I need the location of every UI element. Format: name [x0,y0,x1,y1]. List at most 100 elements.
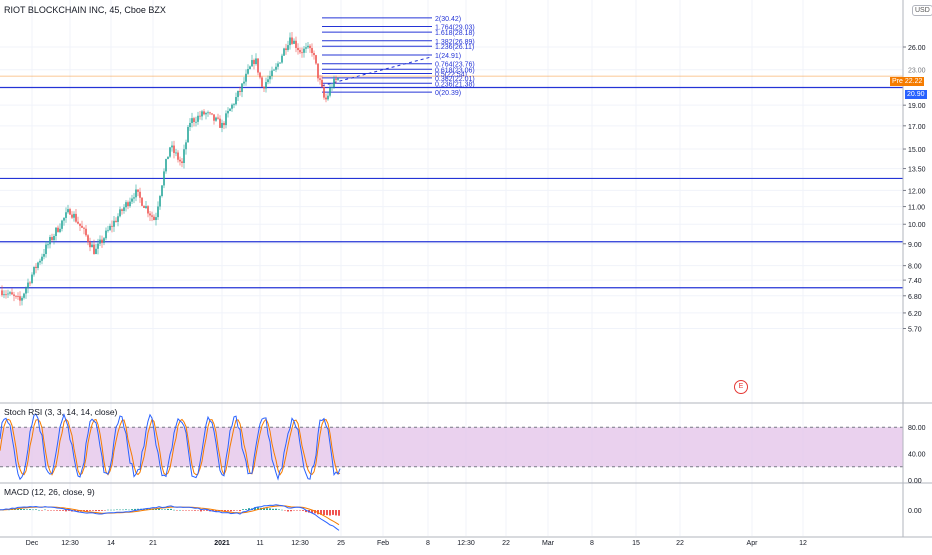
candle-body [29,282,31,284]
macd-histogram-bar [338,510,340,516]
price-axis-label: 17.00 [908,124,926,131]
macd-histogram-bar [122,509,124,511]
earnings-marker[interactable]: E [734,380,748,394]
price-axis[interactable]: 26.00 19.00 17.00 15.00 13.50 12.00 11.00 10.00… [903,45,926,515]
macd-histogram-bar [188,510,190,511]
candle-body [49,237,51,245]
stoch-rsi-lines [0,413,341,481]
macd-histogram-bar [59,510,61,511]
time-axis-label: 21 [149,540,157,547]
pane-dividers[interactable] [0,0,932,538]
stoch-rsi-title[interactable]: Stoch RSI (3, 3, 14, 14, close) [4,407,118,417]
candle-body [291,37,293,44]
macd-histogram-bar [176,510,178,511]
candle-body [3,294,5,296]
candle-body [299,50,301,53]
candle-body [239,90,241,92]
time-axis-label: 22 [676,540,684,547]
macd-histogram-bar [146,508,148,510]
macd-histogram-bar [158,508,160,510]
fib-level-label: 1.236(26.11) [435,44,474,51]
candle-body [189,122,191,127]
candle-body [247,68,249,74]
time-axis-label: 22 [502,540,510,547]
candle-body [181,161,183,163]
candle-body [307,45,309,48]
macd-histogram-bar [101,510,103,511]
candle-body [309,45,311,49]
price-axis-label: 10.00 [908,222,926,229]
fib-level-label: 0(20.39) [435,90,461,97]
candle-body [95,248,97,254]
macd-histogram-bar [110,509,112,511]
horizontal-level-lines[interactable] [0,75,903,289]
macd-histogram-bar [293,510,295,511]
currency-label[interactable]: USD [912,5,932,16]
macd-histogram-bar [320,510,322,515]
macd-histogram-bar [32,509,34,511]
candle-body [311,48,313,54]
time-axis-label: 12:30 [291,540,309,547]
candle-body [31,274,33,283]
candle-body [269,76,271,80]
current-price-tag: Pre 22.22 [890,77,925,86]
candle-body [275,66,277,70]
candle-body [93,244,95,254]
macd-histogram-bar [137,508,139,510]
candle-body [109,225,111,230]
candle-body [297,47,299,51]
macd-histogram-bar [305,510,307,513]
fib-level-label: 0.5(22.54) [435,71,467,78]
macd-histogram-bar [197,510,199,511]
price-axis-label: 7.40 [908,278,922,285]
macd-histogram-bar [47,510,49,511]
candle-body [197,115,199,122]
candle-body [101,239,103,243]
candle-body [279,62,281,64]
macd-histogram-bar [173,509,175,511]
fib-level-label: 1.618(28.18) [435,30,475,37]
macd-histogram-bar [230,510,232,512]
candle-body [185,142,187,150]
candle-body [89,241,91,248]
candle-body [203,111,205,115]
stoch-rsi-band [0,426,903,468]
price-axis-label: 12.00 [908,188,926,195]
candle-body [115,220,117,222]
fibonacci-retracement[interactable]: 2(30.42) 1.764(29.03)1.618(28.18) 1.382(26… [321,16,475,97]
candle-body [319,78,321,80]
candle-body [177,152,179,160]
macd-histogram-bar [236,510,238,511]
macd-histogram-bar [311,510,313,514]
candle-body [285,48,287,50]
candle-body [35,266,37,269]
candle-body [39,260,41,263]
candle-body [19,296,21,301]
price-axis-label: 23.00 [908,68,926,75]
candle-body [47,244,49,246]
candle-body [91,244,93,248]
macd-histogram-bar [227,510,229,511]
time-axis[interactable]: Dec 12:30 14 21 2021 11 12:30 25 Feb 8 12:30 22 Mar 8… [26,540,807,547]
macd-histogram-bar [35,509,37,510]
fib-trend-line[interactable] [321,56,431,87]
candle-body [33,266,35,275]
candle-body [21,297,23,301]
stoch-d-line [0,418,341,476]
candle-body [45,244,47,254]
macd-signal-line [0,505,340,526]
candle-body [155,217,157,220]
candle-body [151,215,153,217]
macd-title[interactable]: MACD (12, 26, close, 9) [4,487,95,497]
candle-body [85,228,87,236]
time-axis-label: Dec [26,540,39,547]
macd-histogram-bar [164,509,166,510]
macd-histogram-bar [185,510,187,511]
candle-body [53,235,55,241]
candle-body [335,78,337,80]
symbol-title[interactable]: RIOT BLOCKCHAIN INC, 45, Cboe BZX [4,5,166,15]
candle-body [153,216,155,220]
candle-body [195,121,197,123]
